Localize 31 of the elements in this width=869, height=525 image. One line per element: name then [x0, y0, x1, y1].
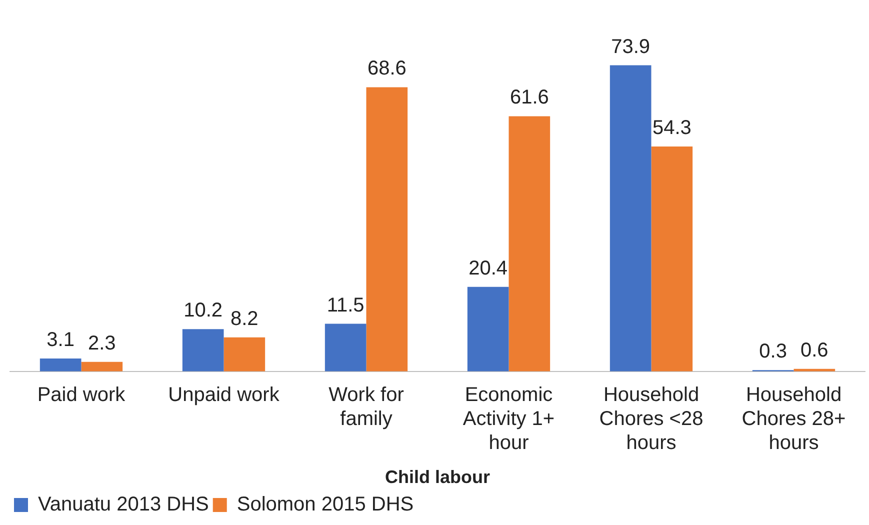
- data-label: 54.3: [652, 116, 692, 139]
- bar: [81, 362, 123, 372]
- data-label: 11.5: [326, 294, 364, 316]
- x-tick-label: Household Chores <28 hours: [599, 384, 704, 454]
- data-label: 2.3: [88, 332, 116, 354]
- x-tick-label: Economic Activity 1+ hour: [462, 384, 555, 454]
- data-label: 0.3: [759, 340, 787, 363]
- data-label: 68.6: [367, 58, 406, 80]
- legend-label: Solomon 2015 DHS: [236, 494, 414, 516]
- bar: [610, 65, 652, 372]
- bar: [224, 337, 266, 372]
- x-tick-label: Unpaid work: [168, 384, 280, 406]
- bar: [40, 358, 82, 372]
- bar: [366, 87, 408, 372]
- data-label: 0.6: [800, 339, 828, 362]
- data-label: 3.1: [46, 329, 74, 352]
- x-tick-label: Paid work: [37, 384, 126, 406]
- bar: [467, 286, 509, 372]
- bar: [651, 146, 693, 372]
- data-label: 73.9: [611, 36, 650, 58]
- data-label: 20.4: [468, 257, 508, 280]
- bar: [324, 324, 366, 372]
- x-tick-label: Household Chores 28+ hours: [742, 384, 846, 454]
- bar: [508, 116, 550, 372]
- data-label: 10.2: [184, 300, 223, 322]
- data-label: 8.2: [230, 308, 258, 330]
- x-axis-title: Child labour: [385, 467, 490, 488]
- data-label: 61.6: [510, 86, 549, 109]
- bar: [182, 329, 224, 372]
- legend-label: Vanuatu 2013 DHS: [38, 494, 209, 516]
- x-tick-label: Work for family: [328, 384, 404, 430]
